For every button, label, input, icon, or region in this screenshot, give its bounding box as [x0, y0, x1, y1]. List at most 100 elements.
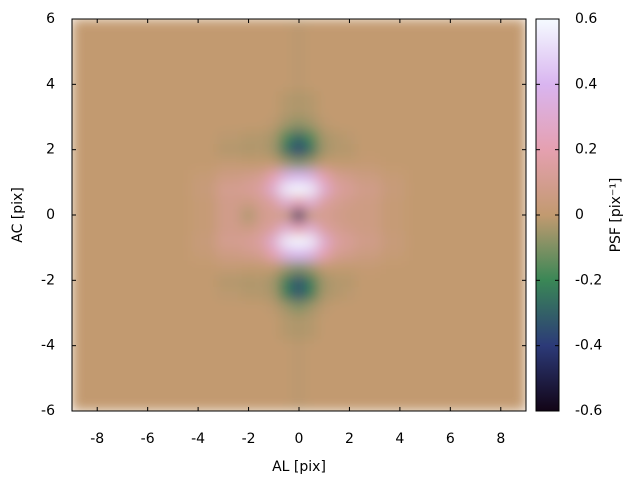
- heatmap-cell: [241, 129, 256, 144]
- heatmap-cell: [380, 260, 407, 275]
- heatmap-cell: [330, 260, 344, 275]
- heatmap-cell: [216, 338, 243, 411]
- heatmap-cell: [279, 129, 294, 144]
- heatmap-cell: [241, 299, 256, 314]
- heatmap-cell: [72, 286, 193, 301]
- heatmap-cell: [279, 142, 294, 157]
- heatmap-cell: [330, 142, 344, 157]
- heatmap-cell: [216, 181, 243, 196]
- heatmap-cell: [330, 338, 344, 411]
- heatmap-cell: [279, 155, 294, 170]
- heatmap-cell: [355, 181, 382, 196]
- heatmap-cell: [266, 338, 281, 411]
- heatmap-cell: [330, 168, 344, 183]
- x-tick-label: -8: [90, 431, 104, 447]
- heatmap-cell: [405, 142, 526, 157]
- heatmap-cell: [317, 286, 332, 301]
- heatmap-cell: [292, 142, 306, 157]
- heatmap-cell: [254, 338, 268, 411]
- heatmap-cell: [191, 247, 218, 262]
- heatmap-cell: [405, 129, 526, 144]
- heatmap-cell: [292, 273, 306, 288]
- heatmap-cell: [380, 286, 407, 301]
- heatmap-cell: [216, 129, 243, 144]
- heatmap-cell: [342, 129, 357, 144]
- heatmap-cell: [342, 90, 357, 118]
- heatmap-cell: [254, 273, 268, 288]
- heatmap-cell: [292, 19, 306, 92]
- heatmap-cell: [355, 299, 382, 314]
- heatmap-cell: [241, 19, 256, 92]
- heatmap-cell: [216, 142, 243, 157]
- heatmap-cell: [216, 247, 243, 262]
- heatmap-cell: [342, 181, 357, 196]
- heatmap-cell: [380, 234, 407, 249]
- heatmap-cell: [405, 338, 526, 411]
- heatmap-cell: [380, 338, 407, 411]
- heatmap-cells: [72, 19, 526, 411]
- heatmap-cell: [191, 194, 218, 209]
- heatmap-cell: [254, 181, 268, 196]
- heatmap-cell: [405, 260, 526, 275]
- heatmap-cell: [216, 260, 243, 275]
- heatmap-cell: [279, 207, 294, 223]
- heatmap-cell: [72, 221, 193, 236]
- heatmap-cell: [191, 234, 218, 249]
- heatmap-cell: [342, 338, 357, 411]
- heatmap-cell: [330, 194, 344, 209]
- heatmap-cell: [72, 234, 193, 249]
- heatmap-cell: [355, 194, 382, 209]
- heatmap-cell: [266, 221, 281, 236]
- x-tick-label: -6: [141, 431, 155, 447]
- heatmap-cell: [380, 19, 407, 92]
- heatmap-cell: [241, 260, 256, 275]
- heatmap-cell: [330, 247, 344, 262]
- heatmap-cell: [191, 260, 218, 275]
- heatmap-cell: [304, 116, 319, 131]
- heatmap-cell: [330, 116, 344, 131]
- heatmap-cell: [279, 286, 294, 301]
- heatmap-cell: [241, 142, 256, 157]
- heatmap-cell: [72, 90, 193, 118]
- heatmap-cell: [292, 234, 306, 249]
- heatmap-cell: [254, 207, 268, 223]
- x-axis-label: AL [pix]: [272, 459, 326, 475]
- heatmap-cell: [266, 299, 281, 314]
- heatmap-cell: [317, 247, 332, 262]
- heatmap-cell: [216, 299, 243, 314]
- heatmap-cell: [304, 142, 319, 157]
- x-tick-label: 6: [446, 431, 455, 447]
- heatmap-cell: [405, 286, 526, 301]
- y-tick-label: 0: [46, 207, 55, 223]
- heatmap-cell: [241, 286, 256, 301]
- heatmap-cell: [241, 181, 256, 196]
- colorbar-tick-label: -0.2: [575, 272, 602, 288]
- heatmap-cell: [342, 155, 357, 170]
- heatmap-cell: [330, 181, 344, 196]
- heatmap-cell: [405, 247, 526, 262]
- heatmap-cell: [355, 221, 382, 236]
- heatmap-cell: [330, 207, 344, 223]
- heatmap-cell: [317, 168, 332, 183]
- heatmap: [72, 19, 526, 411]
- heatmap-cell: [292, 221, 306, 236]
- x-tick-label: 4: [395, 431, 404, 447]
- heatmap-cell: [317, 312, 332, 340]
- heatmap-cell: [72, 312, 193, 340]
- heatmap-cell: [342, 116, 357, 131]
- heatmap-cell: [254, 129, 268, 144]
- heatmap-cell: [216, 194, 243, 209]
- heatmap-cell: [191, 142, 218, 157]
- heatmap-cell: [241, 338, 256, 411]
- heatmap-cell: [191, 181, 218, 196]
- heatmap-cell: [72, 142, 193, 157]
- heatmap-cell: [241, 90, 256, 118]
- heatmap-cell: [355, 286, 382, 301]
- colorbar-tick-label: 0: [575, 207, 584, 223]
- heatmap-cell: [254, 286, 268, 301]
- heatmap-cell: [342, 312, 357, 340]
- heatmap-cell: [279, 338, 294, 411]
- colorbar-tick-label: 0.4: [575, 76, 597, 92]
- heatmap-cell: [191, 168, 218, 183]
- heatmap-cell: [304, 312, 319, 340]
